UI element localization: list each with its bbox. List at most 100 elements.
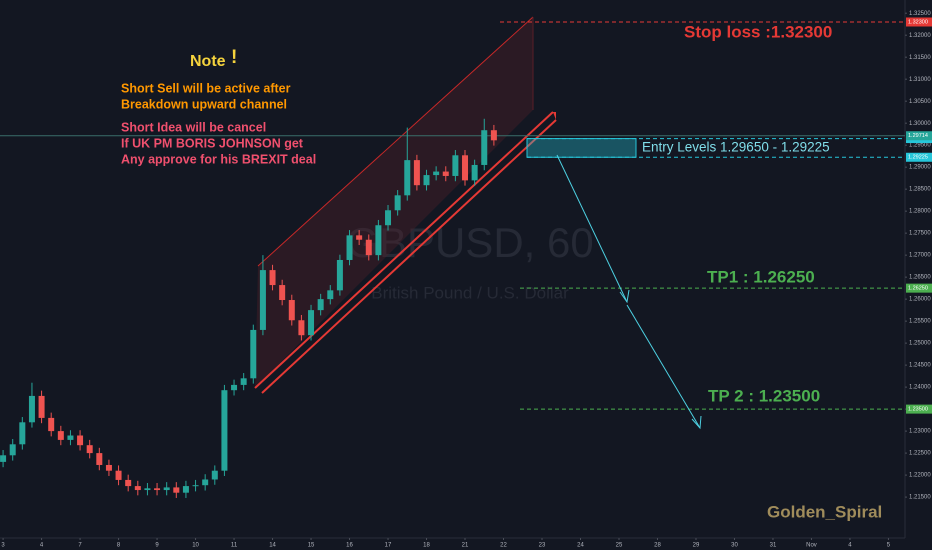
x-tick-label: 4	[40, 543, 44, 549]
y-tick-label: 1.31500	[909, 55, 931, 61]
candle-body	[490, 130, 497, 141]
x-tick-label: 22	[500, 543, 507, 549]
y-tick-label: 1.29500	[909, 143, 931, 149]
candle-body	[221, 390, 228, 471]
candle-body	[19, 422, 26, 445]
x-tick-label: 18	[423, 543, 430, 549]
candle-body	[57, 431, 64, 440]
y-tick-label: 1.30500	[909, 99, 931, 105]
x-tick-label: 9	[155, 543, 159, 549]
x-tick-label: 8	[117, 543, 121, 549]
x-tick-label: 15	[308, 543, 315, 549]
watermark-symbol: GBPUSD, 60	[346, 219, 593, 266]
candle-body	[365, 239, 372, 256]
x-tick-label: 14	[269, 543, 276, 549]
candle-body	[9, 444, 16, 456]
level-tag-label: 1.26250	[908, 286, 928, 292]
candle-body	[163, 487, 170, 491]
watermark-name: British Pound / U.S. Dollar	[371, 283, 569, 302]
y-tick-label: 1.24000	[909, 385, 931, 391]
arrow-leg-1	[556, 154, 628, 303]
channel	[254, 16, 557, 394]
channel-lower	[254, 111, 554, 389]
x-tick-label: 23	[539, 543, 546, 549]
y-tick-label: 1.26000	[909, 297, 931, 303]
candle-body	[240, 378, 247, 385]
note-line: If UK PM BORIS JOHNSON get	[121, 136, 304, 150]
candle-body	[471, 164, 478, 181]
last-price-tag	[906, 131, 932, 141]
y-tick-label: 1.28000	[909, 209, 931, 215]
candle-body	[125, 479, 132, 487]
candle-body	[462, 155, 469, 181]
x-tick-label: 28	[654, 543, 661, 549]
x-tick-label: 17	[385, 543, 392, 549]
x-tick-label: 24	[577, 543, 584, 549]
candle-body	[336, 259, 343, 291]
note: Note ! Short Sell will be active after B…	[121, 47, 316, 166]
candle-body	[413, 160, 420, 186]
y-tick-label: 1.23000	[909, 429, 931, 435]
candle-body	[375, 225, 382, 256]
candle-body	[298, 320, 305, 336]
candle-body	[288, 300, 295, 321]
y-tick-label: 1.32500	[909, 11, 931, 17]
candle-body	[433, 171, 440, 176]
y-tick-label: 1.28500	[909, 187, 931, 193]
x-tick-label: 25	[616, 543, 623, 549]
level-tag	[906, 17, 932, 27]
y-tick-label: 1.21500	[909, 495, 931, 501]
y-tick-label: 1.29000	[909, 165, 931, 171]
candle-body	[356, 235, 363, 240]
level-tag	[906, 283, 932, 293]
level-tag	[906, 152, 932, 162]
arrow-head-2	[691, 415, 702, 430]
y-tick-label: 1.31000	[909, 77, 931, 83]
candle-body	[481, 130, 488, 165]
level-tag-label: 1.32300	[908, 19, 928, 25]
x-tick-label: 4	[848, 543, 852, 549]
level-label: Stop loss :1.32300	[684, 22, 832, 41]
note-line: Short Sell will be active after	[121, 81, 291, 95]
candle-body	[442, 171, 449, 176]
candle-body	[105, 464, 112, 471]
candle-body	[211, 470, 218, 480]
channel-cap	[553, 112, 556, 120]
candle-body	[279, 285, 286, 301]
level-tag-label: 1.29225	[908, 155, 928, 161]
note-line: Breakdown upward channel	[121, 97, 287, 111]
x-tick-label: 5	[887, 543, 891, 549]
candle-body	[385, 210, 392, 226]
y-tick-label: 1.30000	[909, 121, 931, 127]
level-tag-label: 1.23500	[908, 407, 928, 413]
last-price-tag-label: 1.29714	[908, 133, 928, 139]
note-line: Short Idea will be cancel	[121, 120, 266, 134]
entry-zone	[526, 138, 637, 158]
candle-body	[67, 435, 74, 440]
level-label: Entry Levels 1.29650 - 1.29225	[642, 139, 830, 154]
candle-body	[269, 270, 276, 286]
candle-body	[308, 310, 315, 336]
candle-body	[28, 395, 35, 423]
signature: Golden_Spiral	[767, 502, 882, 521]
candle-body	[115, 470, 122, 480]
candle-body	[48, 417, 55, 432]
channel-fill	[255, 17, 533, 388]
arrow-head-1	[619, 289, 630, 304]
x-tick-label: 31	[770, 543, 777, 549]
y-tick-label: 1.26500	[909, 275, 931, 281]
x-tick-label: 30	[731, 543, 738, 549]
x-tick-label: 10	[192, 543, 199, 549]
candle-body	[173, 487, 180, 493]
note-heading: Note	[190, 53, 226, 70]
y-tick-label: 1.25000	[909, 341, 931, 347]
candle-body	[202, 479, 209, 486]
y-tick-label: 1.27000	[909, 253, 931, 259]
candle-body	[317, 299, 324, 311]
levels: Stop loss :1.32300 Entry Levels 1.29650 -…	[0, 21, 905, 410]
candle-body	[259, 270, 266, 330]
x-tick-label: 3	[1, 543, 5, 549]
candle-body	[394, 195, 401, 211]
x-tick-label: 21	[462, 543, 469, 549]
